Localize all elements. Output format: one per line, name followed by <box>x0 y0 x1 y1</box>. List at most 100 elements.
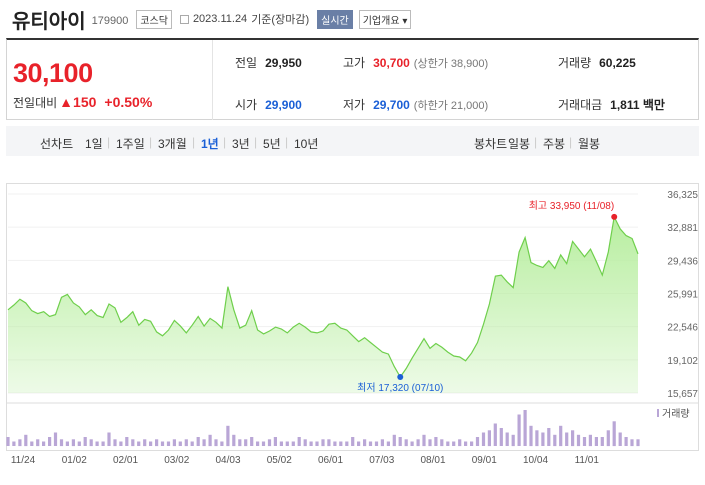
volume-bar <box>309 441 313 446</box>
tab-3y[interactable]: 3년 <box>232 137 250 151</box>
tab-1d[interactable]: 1일 <box>85 137 103 151</box>
volume-bar <box>214 439 218 447</box>
volume-bar <box>166 441 171 446</box>
volume-bar <box>624 437 628 446</box>
volume-bar <box>541 432 545 446</box>
amount-label: 거래대금 <box>558 98 603 112</box>
tab-monthly[interactable]: 월봉 <box>578 137 601 151</box>
volume-bar <box>606 430 610 447</box>
volume-bar <box>184 439 188 447</box>
volume-bar <box>143 439 147 447</box>
volume-bar <box>113 439 117 447</box>
volume-bar <box>470 441 474 446</box>
volume-bar <box>571 430 575 447</box>
volume-bar <box>333 441 337 446</box>
quote-date: 2023.11.24 <box>192 13 248 25</box>
tab-3m[interactable]: 3개월 <box>158 137 187 151</box>
change-label: 전일대비 <box>13 96 58 110</box>
volume-bar <box>481 432 486 446</box>
tab-10y[interactable]: 10년 <box>294 137 319 151</box>
volume-bar <box>149 441 153 446</box>
current-price: 30,100 <box>13 58 93 88</box>
volume-bar <box>273 437 277 446</box>
volume-bar <box>380 439 384 447</box>
volume-bar <box>155 439 159 447</box>
volume-bar <box>636 439 640 447</box>
volume-bar <box>368 441 373 446</box>
x-tick-label: 09/01 <box>472 455 497 466</box>
y-tick-label: 32,881 <box>667 223 698 234</box>
realtime-button[interactable]: 실시간 <box>317 9 353 29</box>
chart-frame <box>6 183 699 451</box>
volume-bar <box>89 439 93 447</box>
volume-bar <box>261 441 266 446</box>
volume-bar <box>244 439 248 447</box>
volume-bar <box>565 432 569 446</box>
prev-close: 전일 29,950 <box>235 54 302 71</box>
tab-1w[interactable]: 1주일 <box>116 137 145 151</box>
change-percent: +0.50% <box>104 94 153 110</box>
volume-bar <box>125 437 129 446</box>
volume-bar <box>65 441 69 446</box>
volume-bar <box>267 439 272 447</box>
high-price: 고가 30,700 (상한가 38,900) <box>343 54 488 71</box>
volume-bar <box>238 439 242 447</box>
market-badge: 코스닥 <box>136 9 172 29</box>
volume-bar <box>53 432 58 446</box>
volume-bar <box>452 441 456 446</box>
low-label: 최저 17,320 (07/10) <box>357 382 443 394</box>
volume-bar <box>285 441 289 446</box>
prev-label: 전일 <box>235 56 258 70</box>
volume-bar <box>511 434 515 447</box>
volume-bar <box>30 441 34 446</box>
volume-bar <box>594 437 598 446</box>
high-label: 최고 33,950 (11/08) <box>529 200 615 212</box>
volume-bar <box>547 428 551 446</box>
period-tabs: 선차트 1일 | 1주일 | 3개월 | 1년 | 3년 | 5년 | 10년 … <box>6 126 699 156</box>
amount-value: 1,811 백만 <box>610 98 665 112</box>
tab-5y[interactable]: 5년 <box>263 137 281 151</box>
volume-bar <box>36 439 40 447</box>
volume-bar <box>101 441 105 446</box>
volume-legend: 거래량 <box>662 408 690 420</box>
tab-daily[interactable]: 일봉 <box>508 137 531 151</box>
company-info-button[interactable]: 기업개요 ▾ <box>358 9 412 29</box>
candle-chart-label: 봉차트 <box>474 137 508 151</box>
line-chart-label: 선차트 <box>40 137 74 151</box>
volume-bar <box>618 432 622 446</box>
volume-bar <box>12 441 16 446</box>
volume-bar <box>202 439 206 447</box>
high-marker <box>611 213 618 220</box>
low-value: 29,700 <box>373 98 410 112</box>
price-change: 전일대비 ▲150 +0.50% <box>13 94 152 111</box>
x-tick-label: 07/03 <box>369 455 394 466</box>
stock-header: 유티아이 179900 코스닥 2023.11.24 기준(장마감) 실시간 기… <box>0 0 705 38</box>
tab-weekly[interactable]: 주봉 <box>543 137 566 151</box>
volume-bar <box>196 437 200 446</box>
volume-bar <box>535 430 539 447</box>
volume-bar <box>523 410 527 446</box>
volume-label: 거래량 <box>558 56 592 70</box>
calendar-icon <box>179 14 189 24</box>
volume-bar <box>517 414 521 446</box>
volume-bar <box>321 439 325 447</box>
volume-bar <box>291 441 295 446</box>
volume-bar <box>404 439 408 447</box>
low-price: 저가 29,700 (하한가 21,000) <box>343 96 488 113</box>
low-marker <box>397 373 404 380</box>
volume-bar <box>475 437 480 446</box>
volume-bar <box>137 441 141 446</box>
volume-bar <box>464 441 468 446</box>
volume-bar <box>172 439 176 447</box>
open-value: 29,900 <box>265 98 302 112</box>
tab-1y[interactable]: 1년 <box>201 137 219 151</box>
y-tick-label: 22,546 <box>667 323 698 334</box>
volume-bar <box>630 439 634 447</box>
y-tick-label: 19,102 <box>667 356 698 367</box>
volume-bar <box>398 437 402 446</box>
volume-bar <box>232 434 236 447</box>
volume-bar <box>160 441 165 446</box>
volume-bar <box>612 421 616 447</box>
volume-bar <box>24 434 28 447</box>
